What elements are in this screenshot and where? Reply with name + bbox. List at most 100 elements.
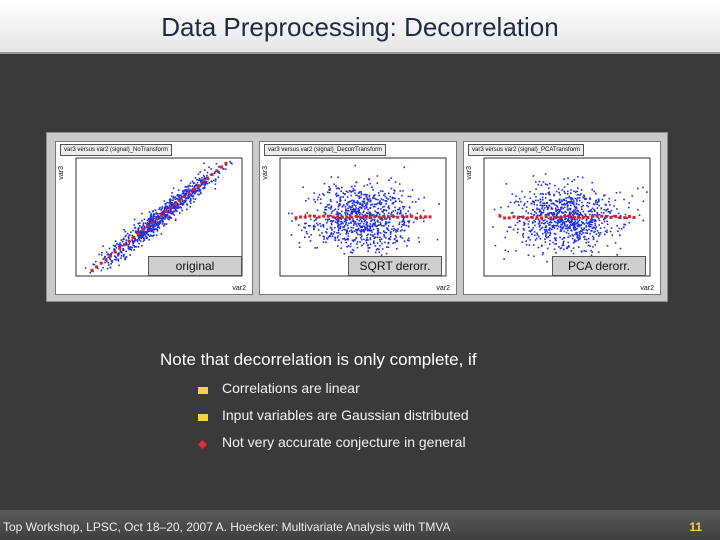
scatter-point bbox=[566, 208, 569, 210]
scatter-point bbox=[189, 200, 191, 203]
scatter-point bbox=[577, 225, 579, 228]
scatter-point bbox=[353, 239, 356, 241]
scatter-point bbox=[385, 218, 388, 220]
scatter-point bbox=[578, 197, 581, 199]
scatter-point bbox=[575, 212, 577, 214]
scatter-point bbox=[194, 177, 197, 179]
scatter-point bbox=[166, 207, 168, 210]
scatter-point bbox=[155, 213, 157, 215]
scatter-point bbox=[125, 244, 128, 246]
scatter-point bbox=[558, 191, 560, 194]
scatter-point bbox=[542, 219, 544, 222]
scatter-point bbox=[558, 198, 561, 201]
scatter-point bbox=[615, 192, 618, 194]
scatter-point bbox=[407, 239, 409, 241]
scatter-point bbox=[585, 250, 587, 253]
scatter-point bbox=[166, 201, 168, 204]
scatter-point bbox=[374, 236, 377, 238]
scatter-point bbox=[119, 250, 122, 252]
scatter-point bbox=[553, 232, 556, 235]
scatter-point bbox=[305, 200, 307, 202]
scatter-point bbox=[149, 234, 152, 236]
scatter-point bbox=[136, 240, 139, 243]
scatter-point bbox=[363, 229, 366, 231]
scatter-point bbox=[305, 231, 308, 233]
scatter-point bbox=[117, 259, 120, 262]
scatter-point bbox=[574, 206, 576, 208]
scatter-point bbox=[580, 227, 583, 229]
scatter-point bbox=[548, 205, 551, 207]
scatter-point bbox=[515, 195, 517, 197]
scatter-point bbox=[119, 245, 122, 248]
scatter-point bbox=[379, 203, 381, 206]
scatter-point bbox=[336, 194, 339, 197]
scatter-point bbox=[642, 219, 645, 222]
scatter-point bbox=[144, 222, 147, 224]
scatter-point bbox=[560, 208, 562, 210]
scatter-point bbox=[127, 246, 130, 248]
scatter-point bbox=[172, 210, 174, 213]
scatter-point bbox=[152, 217, 154, 220]
scatter-point bbox=[550, 213, 553, 215]
scatter-point bbox=[356, 241, 359, 243]
scatter-point bbox=[365, 229, 367, 231]
scatter-point bbox=[523, 204, 525, 207]
scatter-point bbox=[539, 201, 542, 204]
scatter-point bbox=[573, 200, 575, 202]
scatter-point bbox=[341, 186, 343, 189]
scatter-point bbox=[182, 192, 185, 195]
scatter-point bbox=[417, 198, 420, 200]
profile-point bbox=[530, 215, 534, 219]
scatter-point bbox=[189, 189, 191, 191]
scatter-point bbox=[412, 221, 415, 224]
scatter-point bbox=[143, 218, 146, 221]
scatter-point bbox=[369, 200, 371, 203]
scatter-point bbox=[353, 224, 355, 226]
scatter-point bbox=[367, 239, 369, 241]
scatter-point bbox=[393, 238, 396, 240]
scatter-point bbox=[536, 207, 538, 210]
scatter-point bbox=[396, 239, 398, 242]
scatter-point bbox=[150, 225, 153, 227]
scatter-point bbox=[102, 258, 105, 260]
scatter-point bbox=[348, 201, 350, 203]
scatter-point bbox=[577, 212, 579, 215]
scatter-point bbox=[364, 227, 366, 229]
scatter-point bbox=[403, 223, 405, 226]
scatter-point bbox=[507, 205, 510, 208]
scatter-point bbox=[141, 225, 143, 228]
scatter-point bbox=[576, 190, 579, 193]
scatter-point bbox=[595, 233, 598, 235]
scatter-point bbox=[530, 229, 532, 232]
scatter-point bbox=[555, 207, 557, 209]
scatter-point bbox=[171, 204, 174, 207]
scatter-point bbox=[574, 208, 577, 210]
scatter-point bbox=[576, 194, 579, 196]
scatter-point bbox=[538, 226, 541, 228]
scatter-point bbox=[548, 193, 550, 196]
scatter-point bbox=[399, 200, 401, 202]
scatter-point bbox=[411, 189, 414, 191]
scatter-point bbox=[514, 224, 517, 227]
scatter-point bbox=[594, 201, 597, 204]
scatter-point bbox=[148, 235, 151, 238]
scatter-point bbox=[145, 232, 148, 235]
scatter-point bbox=[145, 237, 148, 239]
scatter-point bbox=[144, 233, 147, 236]
scatter-point bbox=[515, 200, 517, 203]
scatter-point bbox=[172, 207, 175, 209]
scatter-point bbox=[161, 205, 164, 208]
scatter-point bbox=[386, 227, 389, 229]
scatter-point bbox=[571, 224, 574, 226]
scatter-point bbox=[319, 222, 321, 225]
scatter-point bbox=[585, 198, 587, 200]
scatter-point bbox=[558, 202, 561, 204]
scatter-point bbox=[594, 200, 597, 202]
scatter-point bbox=[361, 235, 363, 238]
scatter-point bbox=[313, 192, 315, 194]
scatter-point bbox=[171, 202, 174, 204]
scatter-point bbox=[569, 225, 571, 227]
scatter-point bbox=[328, 218, 331, 220]
scatter-point bbox=[580, 189, 583, 191]
scatter-point bbox=[162, 211, 164, 214]
